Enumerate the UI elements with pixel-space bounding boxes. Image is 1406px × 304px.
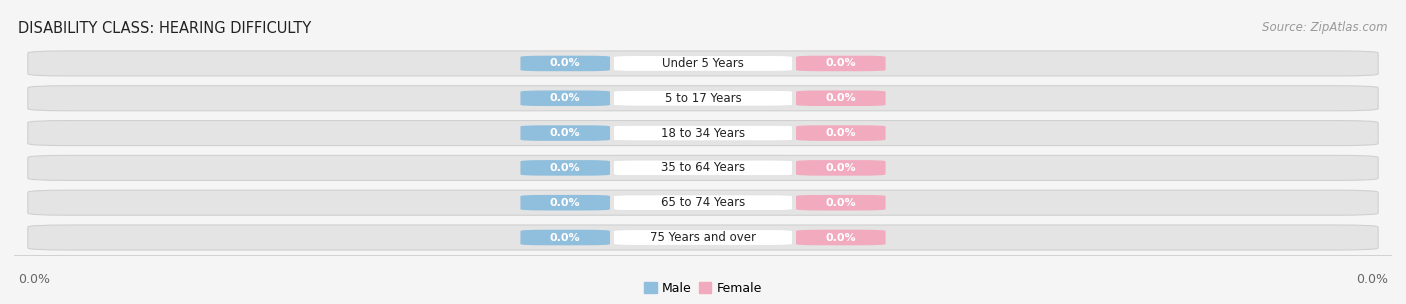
FancyBboxPatch shape (520, 230, 610, 245)
FancyBboxPatch shape (796, 195, 886, 210)
Text: 5 to 17 Years: 5 to 17 Years (665, 92, 741, 105)
Text: 0.0%: 0.0% (1355, 273, 1388, 286)
FancyBboxPatch shape (28, 51, 1378, 76)
FancyBboxPatch shape (796, 125, 886, 141)
FancyBboxPatch shape (28, 155, 1378, 180)
Text: 0.0%: 0.0% (550, 163, 581, 173)
Text: 0.0%: 0.0% (550, 198, 581, 208)
Text: 75 Years and over: 75 Years and over (650, 231, 756, 244)
FancyBboxPatch shape (520, 56, 610, 71)
Text: 35 to 64 Years: 35 to 64 Years (661, 161, 745, 174)
Text: 18 to 34 Years: 18 to 34 Years (661, 126, 745, 140)
FancyBboxPatch shape (613, 56, 793, 71)
FancyBboxPatch shape (796, 91, 886, 106)
Text: 0.0%: 0.0% (825, 198, 856, 208)
Text: Under 5 Years: Under 5 Years (662, 57, 744, 70)
Text: 65 to 74 Years: 65 to 74 Years (661, 196, 745, 209)
FancyBboxPatch shape (28, 86, 1378, 111)
Text: 0.0%: 0.0% (825, 163, 856, 173)
Text: 0.0%: 0.0% (825, 58, 856, 68)
Text: 0.0%: 0.0% (550, 233, 581, 243)
FancyBboxPatch shape (613, 230, 793, 245)
FancyBboxPatch shape (520, 125, 610, 141)
FancyBboxPatch shape (28, 121, 1378, 146)
Text: 0.0%: 0.0% (825, 128, 856, 138)
FancyBboxPatch shape (613, 125, 793, 141)
FancyBboxPatch shape (520, 195, 610, 210)
Text: DISABILITY CLASS: HEARING DIFFICULTY: DISABILITY CLASS: HEARING DIFFICULTY (18, 21, 312, 36)
FancyBboxPatch shape (613, 91, 793, 106)
Text: 0.0%: 0.0% (550, 128, 581, 138)
Text: 0.0%: 0.0% (550, 58, 581, 68)
FancyBboxPatch shape (796, 160, 886, 176)
FancyBboxPatch shape (28, 225, 1378, 250)
Text: Source: ZipAtlas.com: Source: ZipAtlas.com (1263, 21, 1388, 34)
FancyBboxPatch shape (28, 190, 1378, 215)
Legend: Male, Female: Male, Female (640, 277, 766, 300)
FancyBboxPatch shape (520, 160, 610, 176)
Text: 0.0%: 0.0% (825, 233, 856, 243)
FancyBboxPatch shape (613, 195, 793, 210)
Text: 0.0%: 0.0% (550, 93, 581, 103)
FancyBboxPatch shape (613, 160, 793, 176)
FancyBboxPatch shape (796, 56, 886, 71)
Text: 0.0%: 0.0% (18, 273, 51, 286)
FancyBboxPatch shape (796, 230, 886, 245)
FancyBboxPatch shape (520, 91, 610, 106)
Text: 0.0%: 0.0% (825, 93, 856, 103)
